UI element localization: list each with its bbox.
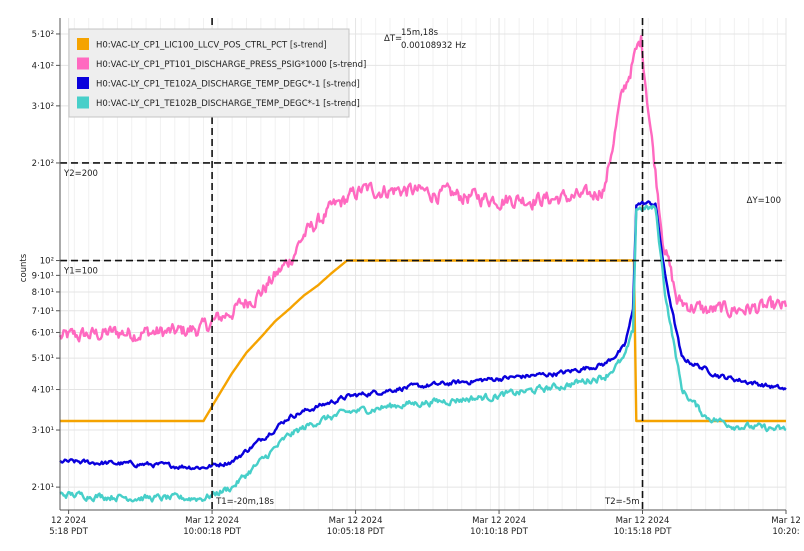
series-line-0	[60, 259, 786, 423]
x-tick-label-date: Mar 12	[771, 516, 801, 526]
y-axis-ticks: 2·10¹ 3·10¹ 4·10¹ 5·10¹ 6·10¹ 7·10¹ 8·10¹ 9·10¹…	[32, 30, 60, 493]
y-tick-label: 6·10¹	[32, 328, 54, 338]
legend-swatch	[77, 77, 89, 89]
cursor-annotations: ΔT= 15m,18s 0.00108932 Hz ΔY=100	[384, 28, 781, 206]
legend-swatch	[77, 38, 89, 50]
x-tick-label-date: Mar 12 2024	[472, 516, 526, 526]
vertical-cursor-label: T1=-20m,18s	[215, 497, 274, 507]
y-tick-label: 5·10²	[32, 30, 54, 40]
y-tick-label: 4·10¹	[32, 386, 54, 396]
x-tick-label-time: 10:15:18 PDT	[614, 527, 673, 537]
x-tick-label-date: 12 2024	[51, 516, 86, 526]
legend-entry-label: H0:VAC-LY_CP1_TE102A_DISCHARGE_TEMP_DEGC…	[96, 80, 360, 90]
legend-entry-label: H0:VAC-LY_CP1_LIC100_LLCV_POS_CTRL_PCT […	[96, 41, 327, 51]
y-tick-label: 7·10¹	[32, 307, 54, 317]
y-tick-label: 8·10¹	[32, 288, 54, 298]
legend-entry-label: H0:VAC-LY_CP1_PT101_DISCHARGE_PRESS_PSIG…	[96, 60, 366, 70]
legend[interactable]: H0:VAC-LY_CP1_LIC100_LLCV_POS_CTRL_PCT […	[68, 28, 366, 118]
legend-box	[68, 28, 350, 118]
vertical-cursor-label: T2=-5m	[604, 497, 639, 507]
y-tick-label: 2·10¹	[32, 483, 54, 493]
delta-t-value: 15m,18s	[401, 28, 439, 38]
delta-t-frequency: 0.00108932 Hz	[401, 41, 466, 51]
cursor-layer[interactable]: Y2=200 Y1=100 T1=-20m,18s T2=-5m	[60, 18, 786, 510]
x-tick-label-time: 10:10:18 PDT	[470, 527, 529, 537]
y-tick-label: 9·10¹	[32, 271, 54, 281]
horizontal-cursor-label: Y1=100	[63, 267, 98, 277]
y-tick-label: 3·10¹	[32, 426, 54, 436]
horizontal-cursor-label: Y2=200	[63, 169, 98, 179]
delta-y-label: ΔY=100	[747, 196, 781, 206]
x-tick-label-time: 10:00:18 PDT	[183, 527, 242, 537]
x-tick-label-time: 5:18 PDT	[49, 527, 88, 537]
x-tick-label-date: Mar 12 2024	[616, 516, 670, 526]
y-tick-label: 2·10²	[32, 159, 54, 169]
legend-entry-label: H0:VAC-LY_CP1_TE102B_DISCHARGE_TEMP_DEGC…	[96, 99, 360, 109]
x-tick-label-time: 10:05:18 PDT	[327, 527, 386, 537]
delta-t-label: ΔT=	[384, 34, 402, 44]
legend-swatch	[77, 57, 89, 70]
series-line-1	[58, 35, 788, 343]
y-axis-label: counts	[19, 253, 29, 282]
series-line-2	[59, 200, 787, 471]
y-tick-label: 10²	[40, 257, 54, 267]
series-line-3	[59, 204, 787, 503]
x-tick-label-date: Mar 12 2024	[185, 516, 239, 526]
series-layer	[58, 35, 788, 503]
y-tick-label: 3·10²	[32, 102, 54, 112]
y-tick-label: 4·10²	[32, 61, 54, 71]
x-tick-label-time: 10:20:	[772, 527, 799, 537]
x-tick-label-date: Mar 12 2024	[329, 516, 383, 526]
legend-swatch	[77, 96, 89, 109]
y-tick-label: 5·10¹	[32, 354, 54, 364]
